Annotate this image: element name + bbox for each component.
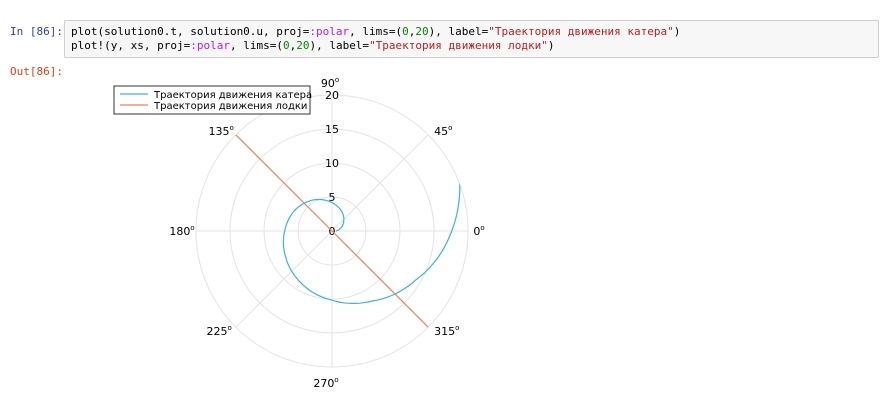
radial-tick-label: 10: [325, 157, 339, 170]
code-line-2: plot!(y, xs, proj=:polar, lims=(0,20), l…: [71, 39, 872, 53]
code-token: ): [673, 25, 681, 38]
angle-tick-label: 45o: [434, 124, 452, 138]
radial-tick-label: 20: [325, 89, 339, 102]
degree-symbol: o: [335, 76, 339, 84]
angle-tick-label: 0o: [473, 224, 484, 238]
code-token: :polar: [309, 25, 350, 38]
angular-gridline: [235, 230, 333, 328]
code-token: "Траектория движения лодки": [369, 39, 548, 52]
degree-symbol: o: [455, 324, 459, 332]
input-prompt: In [86]:: [10, 25, 63, 38]
degree-symbol: o: [228, 324, 232, 332]
angular-gridline: [331, 134, 429, 232]
radial-tick-label: 5: [329, 191, 336, 204]
angle-tick-label: 270o: [313, 376, 338, 390]
degree-symbol: o: [334, 376, 338, 384]
degree-symbol: o: [190, 224, 194, 232]
code-token: ), label=: [428, 25, 489, 38]
code-token: 20: [296, 39, 310, 52]
series-line: [235, 134, 429, 328]
legend-label: Траектория движения катера: [153, 90, 312, 101]
degree-symbol: o: [448, 124, 452, 132]
angle-tick-label: 90o: [321, 76, 339, 90]
code-cell-input[interactable]: plot(solution0.t, solution0.u, proj=:pol…: [64, 20, 879, 58]
code-token: ), label=: [309, 39, 370, 52]
legend-label: Траектория движения лодки: [153, 101, 307, 112]
code-token: plot(solution0.t, solution0.u, proj=: [71, 25, 310, 38]
code-token: plot!(y, xs, proj=: [71, 39, 191, 52]
code-token: 0: [402, 25, 409, 38]
legend-box: [113, 85, 311, 115]
angle-tick-label: 180o: [169, 224, 194, 238]
angle-tick-label: 315o: [434, 324, 459, 338]
degree-symbol: o: [230, 124, 234, 132]
angle-tick-label: 225o: [207, 324, 232, 338]
code-token: 20: [415, 25, 429, 38]
code-line-1: plot(solution0.t, solution0.u, proj=:pol…: [71, 25, 872, 39]
code-token: 0: [282, 39, 290, 52]
code-token: ,: [408, 25, 416, 38]
code-token: , lims=(: [349, 25, 403, 38]
code-token: ,: [289, 39, 297, 52]
angle-tick-label: 135o: [209, 124, 234, 138]
series-line: [282, 158, 461, 304]
code-token: ): [547, 39, 555, 52]
code-token: :polar: [190, 39, 230, 52]
code-token: "Траектория движения катера": [488, 25, 674, 38]
radial-tick-label: 15: [325, 123, 339, 136]
code-token: , lims=(: [229, 39, 283, 52]
degree-symbol: o: [480, 224, 484, 232]
output-prompt: Out[86]:: [10, 65, 63, 78]
